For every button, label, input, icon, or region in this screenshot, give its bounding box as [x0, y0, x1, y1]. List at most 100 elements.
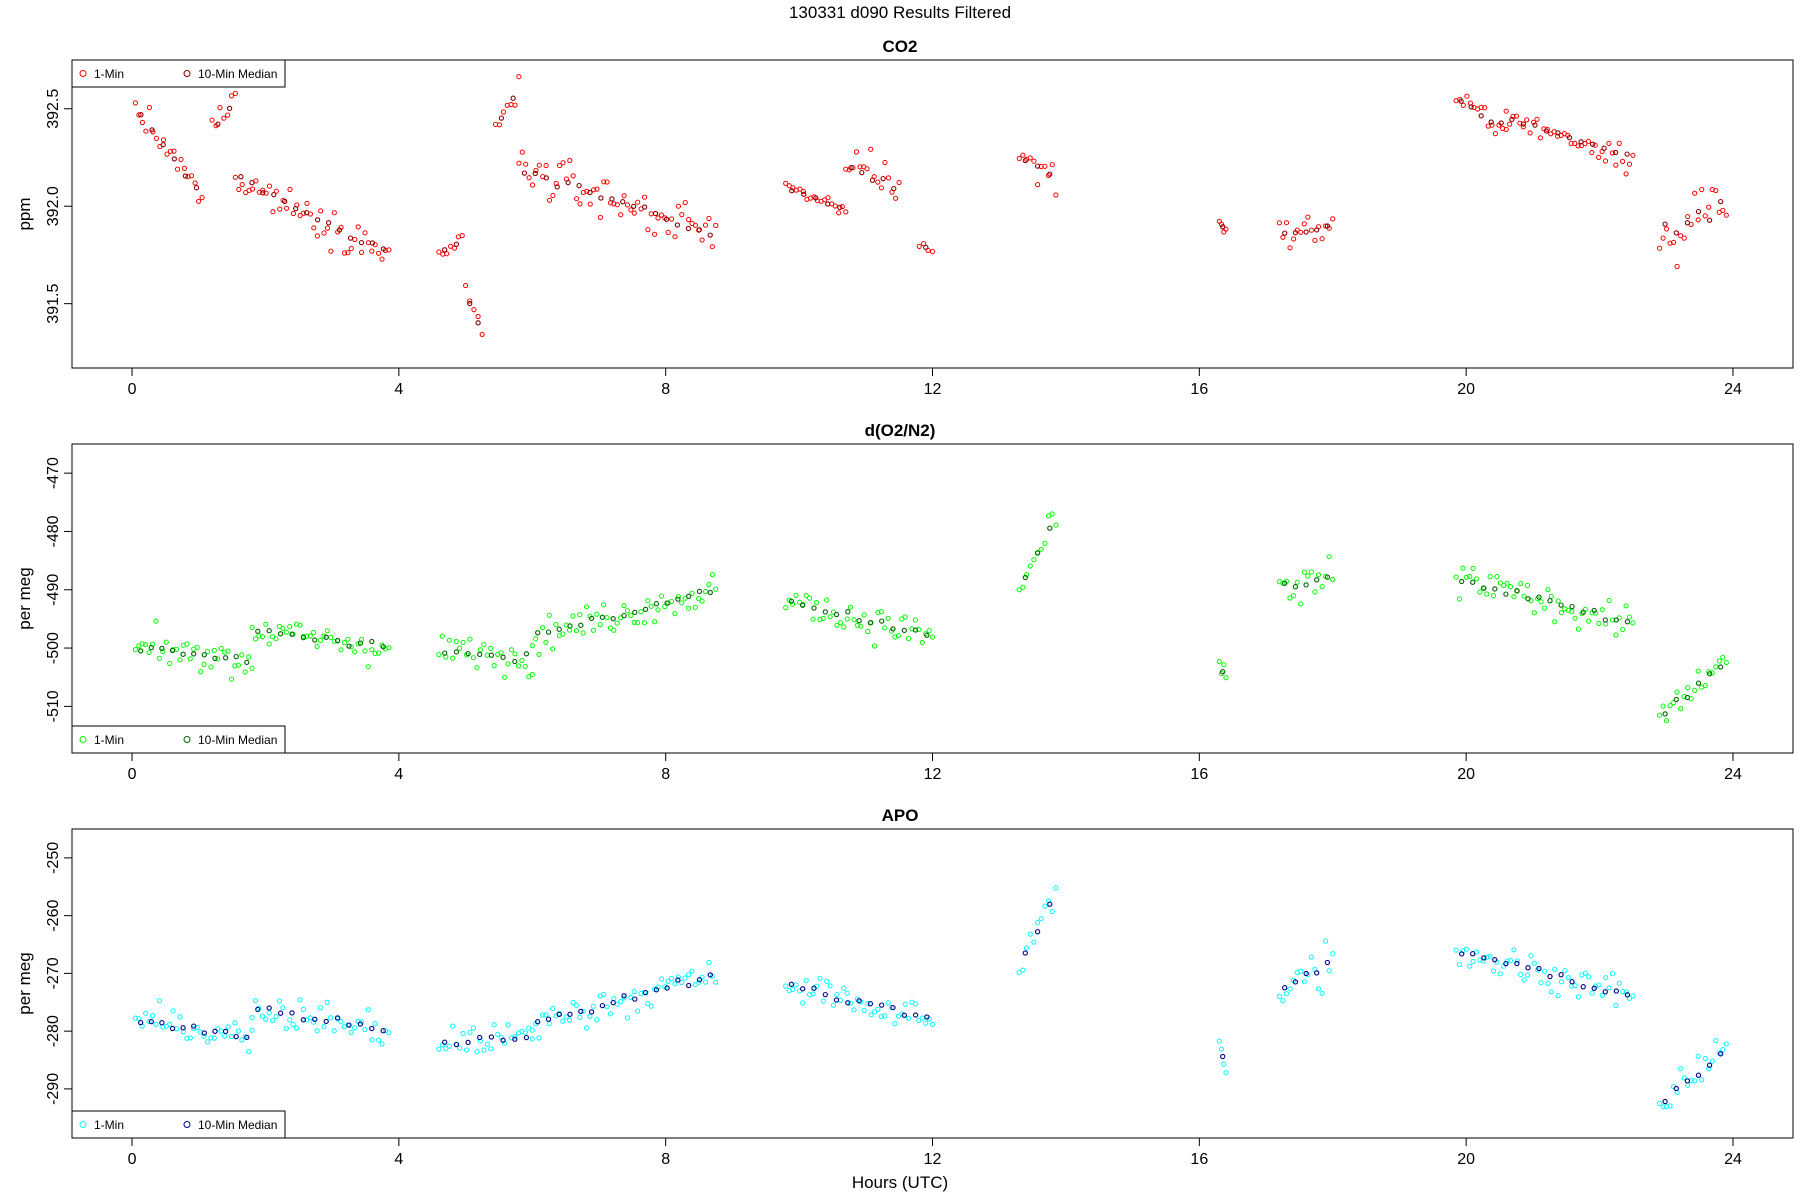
point-median: [535, 1019, 541, 1025]
point-1min: [1315, 572, 1322, 578]
point-median: [512, 1036, 518, 1042]
point-1min: [519, 149, 525, 155]
point-1min: [293, 1025, 300, 1031]
point-1min: [1589, 150, 1595, 156]
y-tick-label: -480: [45, 515, 62, 547]
point-1min: [311, 629, 317, 636]
point-1min: [228, 93, 235, 99]
point-median: [222, 655, 229, 661]
point-1min: [563, 1014, 569, 1020]
point-median: [825, 201, 831, 207]
point-1min: [1503, 108, 1509, 114]
point-1min: [546, 197, 553, 203]
point-1min: [132, 1015, 138, 1021]
point-1min: [921, 241, 927, 247]
point-1min: [311, 225, 317, 231]
point-1min: [232, 90, 238, 97]
point-median: [1459, 578, 1465, 585]
point-median: [357, 640, 364, 646]
point-median: [380, 644, 386, 650]
point-1min: [655, 215, 661, 221]
point-1min: [929, 634, 936, 640]
point-1min: [496, 122, 503, 128]
point-1min: [242, 669, 248, 675]
point-median: [266, 628, 272, 634]
point-1min: [1042, 540, 1048, 546]
point-median: [801, 191, 807, 197]
point-1min: [239, 1037, 245, 1043]
point-1min: [1216, 1038, 1222, 1044]
point-1min: [587, 1013, 593, 1019]
point-1min: [597, 214, 604, 220]
point-1min: [270, 209, 276, 215]
point-1min: [293, 621, 300, 627]
point-1min: [467, 636, 473, 642]
point-1min: [1460, 102, 1466, 109]
point-1min: [1042, 163, 1048, 169]
point-1min: [618, 212, 624, 218]
point-1min: [645, 598, 651, 604]
point-1min: [672, 234, 678, 240]
point-median: [160, 142, 166, 148]
point-1min: [1319, 584, 1325, 590]
point-median: [300, 634, 307, 641]
point-1min: [1503, 126, 1509, 132]
point-1min: [386, 1030, 392, 1036]
point-median: [867, 1001, 874, 1007]
point-median: [879, 618, 885, 624]
point-1min: [352, 649, 358, 655]
point-1min: [369, 647, 375, 653]
point-median: [1034, 929, 1041, 935]
point-median: [1718, 198, 1724, 205]
point-1min: [1027, 155, 1033, 161]
point-1min: [1713, 664, 1719, 670]
point-1min: [146, 1018, 152, 1025]
point-median: [289, 631, 295, 637]
point-1min: [1514, 958, 1520, 964]
point-1min: [1620, 158, 1626, 164]
point-1min: [491, 663, 497, 669]
legend: 1-Min 10-Min Median: [71, 1110, 286, 1139]
point-median: [1314, 577, 1320, 583]
x-tick-label: 4: [394, 381, 403, 398]
point-1min: [208, 1035, 214, 1041]
point-1min: [1020, 584, 1026, 590]
point-1min: [624, 608, 631, 614]
point-1min: [1609, 150, 1616, 156]
point-median: [856, 618, 862, 624]
point-1min: [1678, 706, 1684, 712]
point-median: [1547, 973, 1553, 980]
point-1min: [574, 196, 580, 202]
legend: 1-Min 10-Min Median: [71, 725, 286, 754]
point-1min: [783, 605, 789, 611]
point-1min: [857, 164, 863, 170]
y-axis-label: per meg: [15, 952, 34, 1014]
point-1min: [1020, 152, 1026, 158]
point-median: [442, 650, 448, 656]
legend-marker-1min: [79, 1121, 87, 1128]
point-1min: [706, 959, 712, 966]
point-1min: [1541, 605, 1548, 611]
point-1min: [259, 1013, 265, 1019]
point-median: [1684, 694, 1691, 701]
point-1min: [570, 999, 576, 1006]
point-1min: [1613, 162, 1619, 168]
point-1min: [348, 1029, 354, 1036]
point-median: [293, 205, 299, 212]
point-1min: [614, 620, 620, 626]
point-1min: [324, 628, 330, 634]
point-1min: [567, 627, 573, 633]
point-median: [312, 637, 318, 643]
point-1min: [926, 628, 932, 634]
point-1min: [652, 619, 658, 625]
point-median: [1514, 588, 1520, 594]
point-1min: [1664, 226, 1670, 232]
point-1min: [345, 636, 351, 642]
point-median: [148, 1018, 154, 1025]
point-1min: [1283, 991, 1290, 997]
point-1min: [665, 978, 671, 984]
point-1min: [706, 581, 712, 588]
point-1min: [793, 592, 799, 599]
point-1min: [1582, 970, 1588, 976]
point-1min: [1534, 116, 1540, 122]
